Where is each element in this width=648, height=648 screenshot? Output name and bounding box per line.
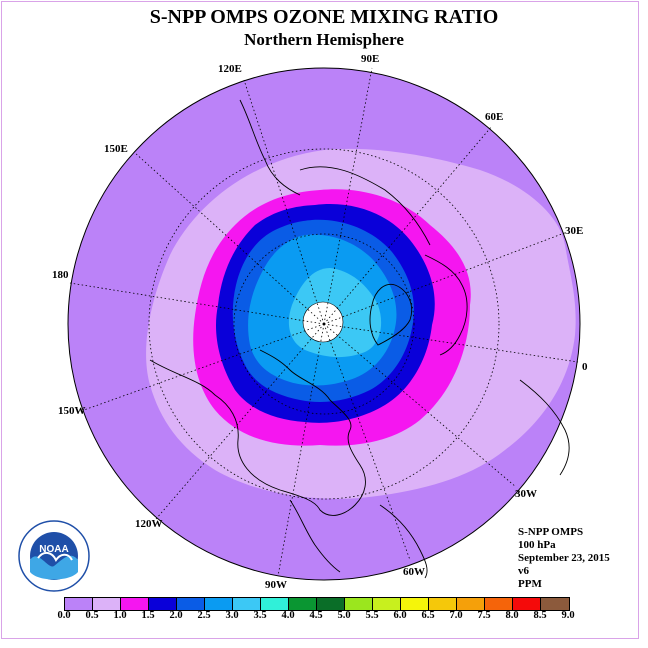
legend-tick-label: 4.0 bbox=[281, 610, 295, 621]
legend-tick-label: 5.5 bbox=[365, 610, 379, 621]
legend-tick-label: 7.5 bbox=[477, 610, 491, 621]
info-instrument: S-NPP OMPS bbox=[518, 526, 584, 538]
meridian-90e bbox=[323, 67, 373, 325]
legend-tick-label: 7.0 bbox=[449, 610, 463, 621]
legend-tick-label: 2.0 bbox=[169, 610, 183, 621]
legend-swatch bbox=[149, 598, 177, 610]
map-title: S-NPP OMPS OZONE MIXING RATIO bbox=[149, 6, 499, 28]
legend-swatch bbox=[485, 598, 513, 610]
lat-circle-30 bbox=[148, 148, 500, 500]
meridian-120w bbox=[155, 323, 325, 520]
noaa-logo: NOAA bbox=[18, 520, 90, 592]
legend-swatch bbox=[541, 598, 569, 610]
legend-tick-label: 1.5 bbox=[141, 610, 155, 621]
lon-label-150e: 150E bbox=[104, 143, 128, 155]
legend-swatch bbox=[429, 598, 457, 610]
coast-central-america bbox=[289, 499, 341, 573]
legend-swatch bbox=[93, 598, 121, 610]
color-legend-ticks: 0.0 0.5 1.0 1.5 2.0 2.5 3.0 3.5 4.0 4.5 5.0 5.5 6.0 6… bbox=[50, 610, 610, 624]
meridian-150e bbox=[133, 151, 325, 325]
meridians bbox=[69, 67, 579, 577]
lon-label-60w: 60W bbox=[403, 566, 425, 578]
longitude-labels: 90E 60E 30E 0 30W 60W 90W 120W 150W 180 … bbox=[52, 53, 588, 591]
legend-tick-label: 9.0 bbox=[561, 610, 575, 621]
lon-label-150w: 150W bbox=[58, 405, 86, 417]
coast-africa bbox=[519, 379, 570, 476]
legend-tick-label: 0.5 bbox=[85, 610, 99, 621]
legend-swatch bbox=[457, 598, 485, 610]
coast-north-america bbox=[149, 349, 366, 516]
pole-missing-data bbox=[302, 301, 344, 343]
lon-label-0: 0 bbox=[582, 361, 588, 373]
legend-swatch bbox=[261, 598, 289, 610]
lon-label-90w: 90W bbox=[265, 579, 287, 591]
legend-swatch bbox=[177, 598, 205, 610]
info-version: v6 bbox=[518, 565, 529, 577]
meridian-120e bbox=[243, 79, 325, 325]
svg-text:NOAA: NOAA bbox=[39, 544, 68, 555]
color-legend-bar bbox=[64, 597, 570, 611]
map-info-block: S-NPP OMPS 100 hPa September 23, 2015 v6… bbox=[518, 526, 610, 591]
map-subtitle: Northern Hemisphere bbox=[244, 30, 404, 49]
meridian-90w bbox=[277, 323, 325, 577]
legend-swatch bbox=[373, 598, 401, 610]
info-level: 100 hPa bbox=[518, 539, 556, 551]
legend-swatch bbox=[345, 598, 373, 610]
legend-swatch bbox=[121, 598, 149, 610]
meridian-0 bbox=[323, 323, 579, 363]
lon-label-120e: 120E bbox=[218, 63, 242, 75]
legend-swatch bbox=[317, 598, 345, 610]
lon-label-30w: 30W bbox=[515, 488, 537, 500]
coast-asia-north bbox=[299, 166, 431, 246]
legend-swatch bbox=[233, 598, 261, 610]
legend-swatch bbox=[513, 598, 541, 610]
legend-tick-label: 6.5 bbox=[421, 610, 435, 621]
legend-tick-label: 3.5 bbox=[253, 610, 267, 621]
lon-label-90e: 90E bbox=[361, 53, 379, 65]
legend-tick-label: 3.0 bbox=[225, 610, 239, 621]
latitude-circles bbox=[148, 148, 500, 500]
coast-south-america bbox=[379, 504, 428, 579]
legend-tick-label: 8.5 bbox=[533, 610, 547, 621]
legend-tick-label: 5.0 bbox=[337, 610, 351, 621]
meridian-180 bbox=[69, 282, 325, 325]
lon-label-120w: 120W bbox=[135, 518, 163, 530]
figure-frame bbox=[1, 1, 639, 639]
legend-swatch bbox=[289, 598, 317, 610]
legend-tick-label: 6.0 bbox=[393, 610, 407, 621]
lon-label-30e: 30E bbox=[565, 225, 583, 237]
lon-label-180: 180 bbox=[52, 269, 69, 281]
meridian-60w bbox=[323, 323, 411, 561]
legend-swatch bbox=[401, 598, 429, 610]
info-units: PPM bbox=[518, 578, 542, 590]
meridian-30e bbox=[323, 231, 568, 325]
legend-swatch bbox=[205, 598, 233, 610]
legend-tick-label: 2.5 bbox=[197, 610, 211, 621]
lat-circle-60 bbox=[233, 233, 415, 415]
legend-tick-label: 8.0 bbox=[505, 610, 519, 621]
info-date: September 23, 2015 bbox=[518, 552, 610, 564]
legend-tick-label: 4.5 bbox=[309, 610, 323, 621]
coastlines bbox=[149, 99, 570, 579]
lon-label-60e: 60E bbox=[485, 111, 503, 123]
coast-europe bbox=[424, 254, 468, 356]
coast-asia-east bbox=[239, 99, 301, 196]
legend-swatch bbox=[65, 598, 93, 610]
meridian-60e bbox=[323, 125, 493, 325]
legend-tick-label: 0.0 bbox=[57, 610, 71, 621]
legend-tick-label: 1.0 bbox=[113, 610, 127, 621]
coast-greenland bbox=[369, 283, 413, 346]
meridian-150w bbox=[83, 323, 325, 411]
